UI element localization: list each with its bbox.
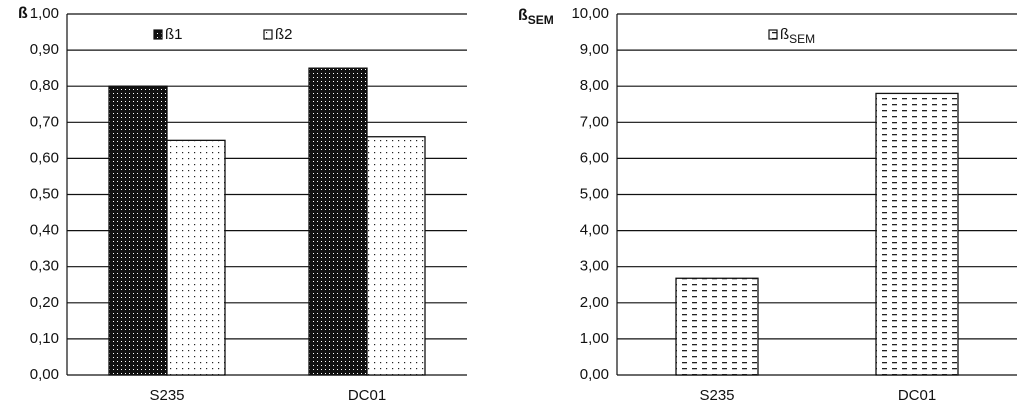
y-tick-label: 4,00 [580,222,609,239]
y-tick-label: 0,80 [30,77,59,94]
bar [675,277,759,376]
legend-label: ß1 [165,26,183,43]
y-tick-label: 2,00 [580,294,609,311]
y-tick-label: 7,00 [580,113,609,130]
legend-label-main: ß2 [275,26,293,43]
y-tick-label: 1,00 [30,5,59,22]
legend-swatch [263,29,273,40]
y-tick-label: 0,00 [30,366,59,383]
bar [108,85,168,376]
bar [166,139,226,376]
y-tick-label: 0,20 [30,294,59,311]
y-tick-label: 6,00 [580,149,609,166]
bar [875,92,959,376]
x-tick-label: DC01 [898,387,936,404]
y-axis-label: ß [18,5,28,22]
bar [366,136,426,376]
y-tick-label: 9,00 [580,41,609,58]
x-tick-label: S235 [149,387,184,404]
y-tick-label: 3,00 [580,258,609,275]
y-tick-label: 8,00 [580,77,609,94]
legend-label: ßSEM [780,26,815,46]
bar [308,67,368,376]
y-axis-label-main: ß [518,7,528,24]
legend-swatch [768,29,778,40]
legend-label: ß2 [275,26,293,43]
x-tick-label: DC01 [348,387,386,404]
y-tick-label: 0,50 [30,185,59,202]
y-tick-label: 0,70 [30,113,59,130]
legend-label-subscript: SEM [789,32,815,46]
legend-label-main: ß1 [165,26,183,43]
y-axis-label-main: ß [18,5,28,22]
y-tick-label: 0,30 [30,258,59,275]
y-tick-label: 10,00 [571,5,609,22]
y-tick-label: 0,90 [30,41,59,58]
y-tick-label: 0,00 [580,366,609,383]
y-tick-label: 0,40 [30,222,59,239]
y-tick-label: 5,00 [580,185,609,202]
y-tick-label: 0,60 [30,149,59,166]
y-axis-label-subscript: SEM [528,13,554,27]
y-tick-label: 0,10 [30,330,59,347]
x-tick-label: S235 [699,387,734,404]
legend-label-main: ß [780,26,789,43]
legend-swatch [153,29,163,40]
y-tick-label: 1,00 [580,330,609,347]
y-axis-label: ßSEM [518,7,554,27]
